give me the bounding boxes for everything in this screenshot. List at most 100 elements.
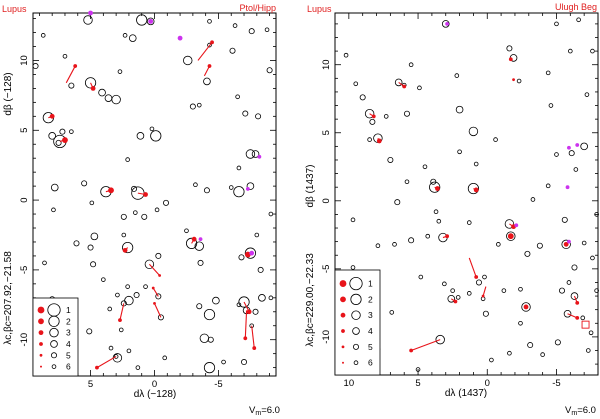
catalog-star xyxy=(228,185,234,190)
catalog-position-dot xyxy=(523,304,529,310)
displacement-vector xyxy=(153,303,162,318)
catalog-position-dot xyxy=(207,64,212,68)
catalog-position-dot xyxy=(95,365,99,370)
stars-layer xyxy=(32,10,274,374)
panel-right: Lupus Ulugh Beg 10 5 0 -5 10 5 0 -5 -10 dλ (1437… xyxy=(305,2,599,417)
catalog-star xyxy=(203,308,216,321)
displacement-vector xyxy=(410,339,441,352)
catalog-star xyxy=(207,19,212,24)
center-coordinates-label: λc,βc=207.92,−21.58 xyxy=(3,251,14,345)
catalog-star xyxy=(454,73,460,78)
legend: 12 345 6 xyxy=(32,297,79,377)
y-tick-label: 5 xyxy=(19,128,30,133)
catalog-star xyxy=(136,132,145,140)
catalog-star xyxy=(73,240,80,247)
legend-label: 1 xyxy=(66,305,71,315)
catalog-star xyxy=(48,132,56,140)
legend-dot xyxy=(40,365,42,368)
catalog-star xyxy=(113,354,119,359)
catalog-star xyxy=(404,179,410,185)
legend-label: 6 xyxy=(66,362,71,372)
catalog-star xyxy=(457,149,462,155)
catalog-star xyxy=(131,185,138,192)
catalog-star xyxy=(254,232,260,238)
legend-circle xyxy=(350,293,362,305)
catalog-star xyxy=(364,109,375,119)
displacement-vector xyxy=(468,257,477,278)
catalog-star xyxy=(415,367,421,372)
legend-label: 4 xyxy=(66,339,71,349)
catalog-star xyxy=(561,216,568,223)
catalog-star xyxy=(394,199,401,206)
catalog-star xyxy=(233,186,245,198)
catalog-star xyxy=(545,70,551,76)
catalog-star xyxy=(86,328,93,335)
catalog-star xyxy=(185,237,198,249)
catalog-star xyxy=(84,77,97,89)
catalog-position-dot xyxy=(507,233,514,240)
catalog-star xyxy=(489,357,494,363)
catalog-star xyxy=(369,118,376,125)
catalog-star xyxy=(149,126,155,132)
catalog-position-dot xyxy=(473,187,479,193)
legend-label: 3 xyxy=(368,310,373,320)
catalog-star xyxy=(197,259,204,266)
catalog-star xyxy=(568,150,575,157)
catalog-star xyxy=(383,114,389,119)
catalog-star xyxy=(258,294,266,302)
legend-label: 3 xyxy=(66,328,71,338)
unidentified-star-dot xyxy=(445,21,450,26)
catalog-star xyxy=(540,352,545,357)
catalog-star xyxy=(40,33,46,38)
unidentified-star-dot xyxy=(249,250,255,256)
catalog-star xyxy=(482,274,487,280)
catalog-star xyxy=(545,183,551,189)
catalog-star xyxy=(68,82,75,89)
catalog-star xyxy=(121,232,127,238)
catalog-star xyxy=(268,211,274,217)
catalog-star xyxy=(124,295,134,306)
catalog-star xyxy=(450,288,455,293)
catalog-position-dot xyxy=(49,113,55,119)
catalog-star xyxy=(238,296,250,308)
displacement-vector xyxy=(482,286,487,297)
catalog-star xyxy=(235,94,240,100)
catalog-star xyxy=(154,207,160,213)
unidentified-star-dot xyxy=(257,154,262,159)
legend-dot xyxy=(341,329,345,333)
catalog-star xyxy=(184,228,189,234)
y-axis-label: dβ (1437) xyxy=(305,165,316,208)
y-tick-label: 5 xyxy=(321,130,332,135)
legend-label: 6 xyxy=(368,358,373,368)
catalog-position-dot xyxy=(252,346,257,350)
catalog-star xyxy=(122,33,128,38)
catalog-star xyxy=(536,242,543,249)
legend-dot xyxy=(39,342,43,346)
catalog-star xyxy=(403,110,410,117)
chart-title: Ptol/Hipp xyxy=(239,3,276,13)
catalog-star xyxy=(594,212,599,217)
x-tick-label: 5 xyxy=(415,378,420,389)
plot-frame xyxy=(334,12,599,376)
catalog-star xyxy=(87,244,94,251)
catalog-star xyxy=(496,242,501,247)
catalog-star xyxy=(501,288,507,293)
x-tick-label: 0 xyxy=(152,379,157,390)
legend-dot xyxy=(38,318,44,325)
catalog-star xyxy=(408,62,414,68)
unidentified-star-dot xyxy=(245,187,250,191)
catalog-star xyxy=(571,264,578,271)
stars-layer xyxy=(343,17,599,372)
catalog-star xyxy=(506,45,513,52)
catalog-star xyxy=(107,306,113,312)
catalog-star xyxy=(268,295,274,301)
catalog-position-dot xyxy=(409,348,414,353)
x-tick-label: 5 xyxy=(88,379,93,390)
legend-circle xyxy=(352,343,359,350)
catalog-star xyxy=(455,105,464,114)
magnitude-limit-subscript: m xyxy=(255,410,261,417)
catalog-star xyxy=(89,200,95,206)
magnitude-limit-symbol: V xyxy=(565,405,572,416)
unidentified-star-dot xyxy=(567,239,571,244)
